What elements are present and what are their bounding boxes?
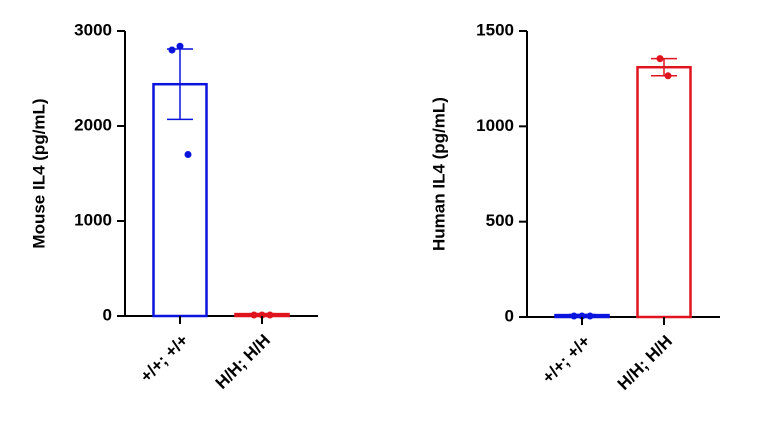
data-point bbox=[258, 311, 266, 319]
y-tick-label: 0 bbox=[505, 306, 514, 325]
y-tick-label: 2000 bbox=[74, 115, 112, 134]
data-point bbox=[184, 151, 192, 158]
data-point bbox=[250, 311, 258, 319]
x-tick-label: +/+; +/+ bbox=[538, 332, 594, 388]
data-point bbox=[168, 46, 176, 54]
y-tick-label: 0 bbox=[103, 305, 112, 324]
y-tick-label: 1500 bbox=[476, 20, 514, 39]
x-tick-label: H/H; H/H bbox=[614, 332, 676, 394]
data-point bbox=[578, 312, 586, 320]
data-point bbox=[586, 312, 594, 320]
data-point bbox=[266, 311, 274, 319]
x-tick-label: +/+; +/+ bbox=[136, 331, 192, 387]
data-point bbox=[664, 72, 672, 80]
x-tick-label: H/H; H/H bbox=[212, 331, 274, 393]
y-tick-label: 500 bbox=[486, 211, 514, 230]
y-axis-label: Mouse IL4 (pg/mL) bbox=[29, 98, 48, 248]
data-point bbox=[176, 42, 184, 50]
y-tick-label: 1000 bbox=[476, 116, 514, 135]
data-point bbox=[570, 312, 578, 320]
y-axis-label: Human IL4 (pg/mL) bbox=[429, 97, 448, 251]
y-tick-label: 1000 bbox=[74, 210, 112, 229]
data-point bbox=[656, 55, 664, 63]
bar bbox=[636, 65, 692, 319]
y-tick-label: 3000 bbox=[74, 20, 112, 39]
